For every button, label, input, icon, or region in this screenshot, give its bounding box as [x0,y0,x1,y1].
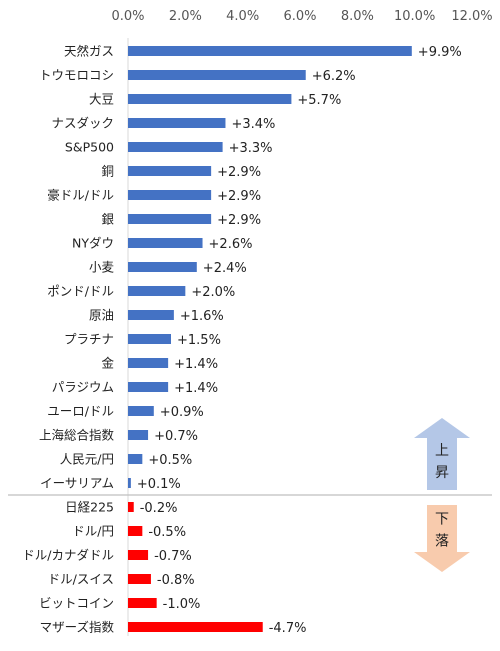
data-label: +0.7% [154,429,198,444]
fall-label: 下 [435,512,449,528]
data-label: -0.8% [157,573,195,588]
category-label: マザーズ指数 [40,620,115,635]
category-label: ポンド/ドル [47,284,114,299]
data-label: +1.4% [174,381,218,396]
category-label: トウモロコシ [39,68,114,83]
data-label: +2.6% [209,237,253,252]
category-label: 原油 [89,308,114,323]
category-label: 大豆 [89,92,114,107]
data-label: +0.9% [160,405,204,420]
rise-label: 昇 [435,465,449,481]
bar [128,214,211,224]
bar [128,526,142,536]
bar [128,406,154,416]
bar [128,454,142,464]
data-label: -4.7% [269,621,307,636]
data-label: +0.5% [148,453,192,468]
data-label: +2.4% [203,261,247,276]
data-label: +0.1% [137,477,181,492]
data-label: -0.7% [154,549,192,564]
category-label: NYダウ [72,236,114,251]
category-label: 人民元/円 [60,452,114,467]
category-label: 豪ドル/ドル [47,188,114,203]
bar [128,142,223,152]
data-label: +1.5% [177,333,221,348]
category-label: ビットコイン [39,596,114,611]
bar [128,94,291,104]
x-tick-label: 12.0% [451,9,492,24]
fall-label: 落 [435,534,449,550]
data-label: -1.0% [163,597,201,612]
bar [128,286,185,296]
bar [128,574,151,584]
bar [128,46,412,56]
bar [128,310,174,320]
data-label: -0.2% [140,501,178,516]
bar [128,382,168,392]
bar [128,598,157,608]
category-label: 上海総合指数 [39,428,115,443]
category-label: ナスダック [51,116,114,131]
data-label: +3.4% [231,117,275,132]
bar [128,430,148,440]
data-label: +1.4% [174,357,218,372]
category-label: S&P500 [65,140,114,155]
data-label: +2.9% [217,213,261,228]
category-label: 天然ガス [64,44,114,59]
category-label: プラチナ [64,332,114,347]
x-tick-label: 0.0% [111,9,144,24]
bar [128,190,211,200]
bar [128,70,306,80]
bar [128,622,263,632]
data-label: +9.9% [418,45,462,60]
x-tick-label: 2.0% [169,9,202,24]
data-label: -0.5% [148,525,186,540]
bar [128,550,148,560]
category-label: パラジウム [52,380,114,395]
category-label: 小麦 [89,260,115,275]
data-label: +5.7% [297,93,341,108]
category-label: ドル/カナダドル [22,548,114,563]
x-tick-label: 4.0% [226,9,259,24]
bar [128,358,168,368]
bar [128,118,225,128]
category-label: 日経225 [65,500,114,515]
data-label: +2.9% [217,189,261,204]
bar [128,478,131,488]
data-label: +2.0% [191,285,235,300]
bar [128,502,134,512]
x-tick-label: 8.0% [341,9,374,24]
bar [128,238,203,248]
bar [128,262,197,272]
rise-label: 上 [435,443,449,459]
data-label: +1.6% [180,309,224,324]
category-label: ドル/スイス [48,572,114,587]
data-label: +2.9% [217,165,261,180]
data-label: +6.2% [312,69,356,84]
category-label: ドル/円 [72,524,114,539]
bar [128,166,211,176]
category-label: ユーロ/ドル [47,404,114,419]
category-label: イーサリアム [40,476,114,491]
category-label: 銀 [101,212,114,227]
data-label: +3.3% [229,141,273,156]
category-label: 金 [101,356,114,371]
bar [128,334,171,344]
category-label: 銅 [101,164,114,179]
x-tick-label: 10.0% [394,9,435,24]
x-tick-label: 6.0% [283,9,316,24]
